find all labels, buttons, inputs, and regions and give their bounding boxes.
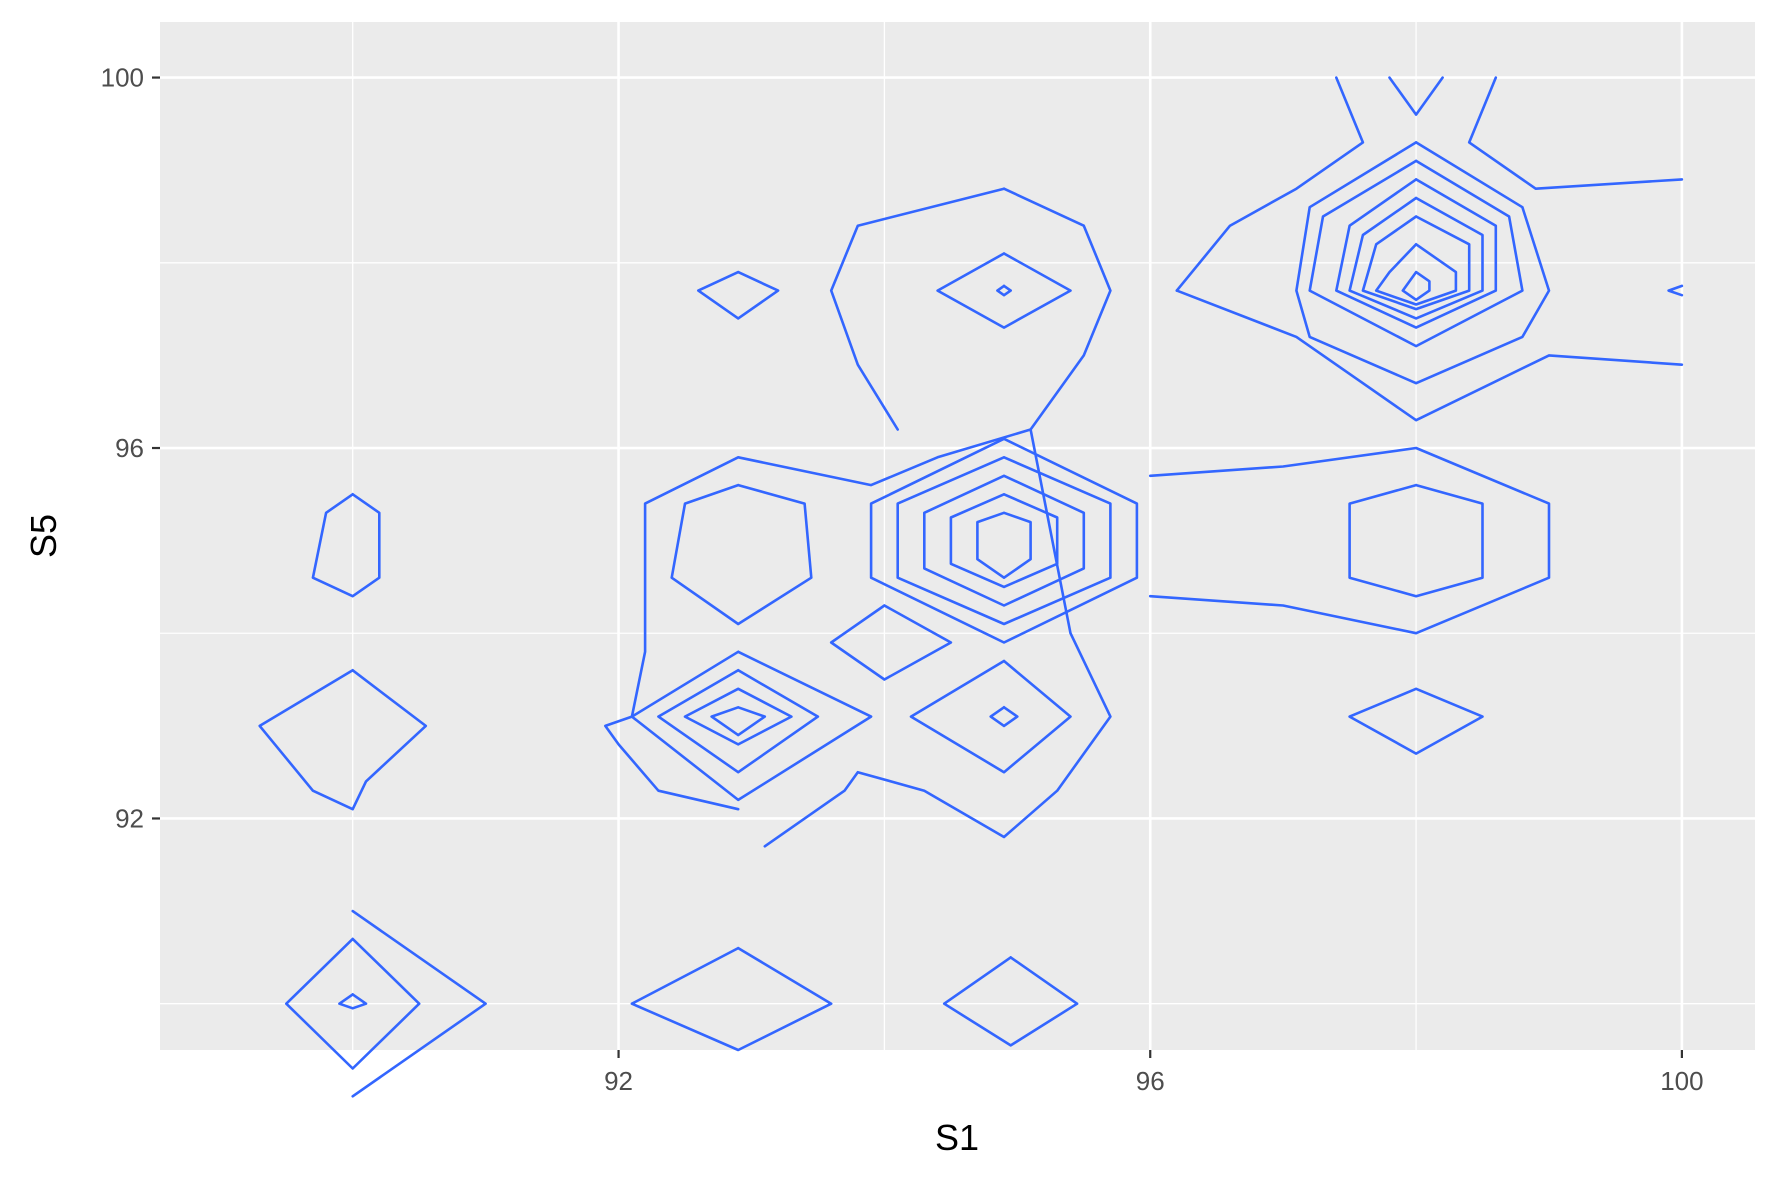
- axes: 92 96 100 92 96 100: [101, 63, 1704, 1096]
- y-tick-label: 92: [115, 803, 144, 833]
- contour-line: [869, 437, 1139, 644]
- contour-line: [1175, 76, 1365, 292]
- contour-line: [311, 492, 381, 598]
- contour-line: [1348, 196, 1484, 320]
- contour-line: [710, 705, 767, 737]
- contour-line: [976, 511, 1032, 580]
- x-tick-label: 96: [1136, 1066, 1165, 1096]
- plot-panel: [160, 22, 1755, 1050]
- x-tick-label: 100: [1660, 1066, 1703, 1096]
- contour-line: [338, 993, 368, 1010]
- contour-line: [657, 668, 820, 774]
- contour-line: [1401, 270, 1431, 302]
- contour-line: [630, 946, 833, 1052]
- contour-line: [996, 284, 1013, 297]
- contour-line: [670, 483, 813, 626]
- contour-lines: [258, 76, 1684, 1098]
- contour-line: [1175, 289, 1684, 422]
- contour-line: [1467, 76, 1684, 190]
- contour-line: [696, 270, 780, 320]
- contour-line: [284, 937, 421, 1070]
- y-axis-title: S5: [23, 514, 64, 558]
- contour-line: [936, 252, 1072, 329]
- contour-line: [630, 650, 873, 802]
- contour-line: [258, 668, 428, 811]
- x-axis-title: S1: [935, 1117, 979, 1158]
- contour-line: [989, 705, 1019, 728]
- contour-line: [829, 604, 953, 681]
- contour-line: [922, 474, 1086, 607]
- contour-line: [1374, 243, 1458, 306]
- contour-line: [603, 428, 1032, 811]
- y-tick-label: 100: [101, 63, 144, 93]
- contour-line: [1348, 687, 1484, 755]
- contour-line: [942, 956, 1079, 1047]
- contour-line: [763, 187, 1112, 848]
- contour-line: [829, 187, 1006, 431]
- contour-line: [1308, 159, 1524, 348]
- contour-line: [949, 492, 1059, 589]
- contour-line: [896, 455, 1112, 626]
- contour-line: [351, 909, 487, 1098]
- grid-lines: [160, 22, 1755, 1050]
- contour-line: [1148, 446, 1551, 635]
- contour-line: [683, 687, 793, 746]
- x-tick-label: 92: [604, 1066, 633, 1096]
- contour-line: [1295, 141, 1551, 385]
- contour-line: [909, 659, 1072, 774]
- contour-line: [1388, 76, 1444, 116]
- y-tick-label: 96: [115, 433, 144, 463]
- contour-line: [1361, 215, 1471, 311]
- contour-line: [1335, 178, 1498, 329]
- contour-line: [1348, 483, 1484, 598]
- contour-line: [1667, 284, 1684, 297]
